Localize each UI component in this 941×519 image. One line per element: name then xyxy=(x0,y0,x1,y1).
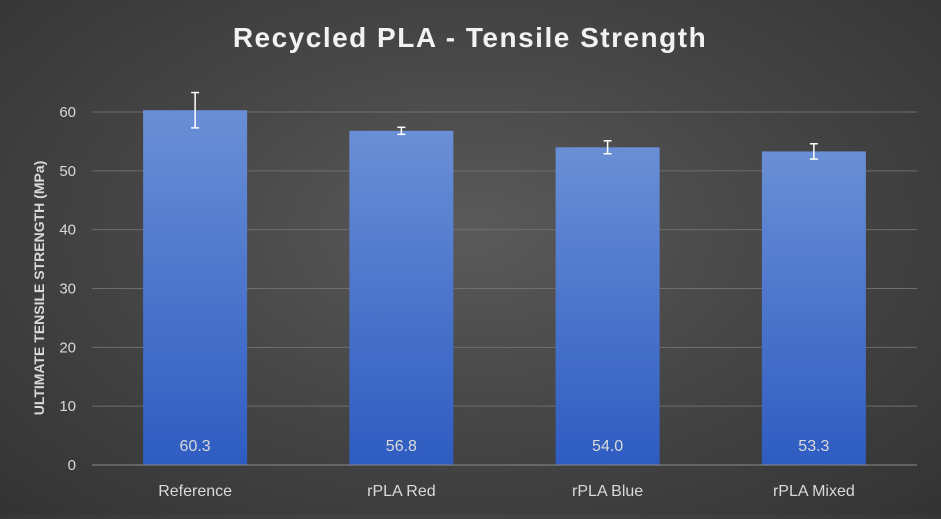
x-tick-label-2: rPLA Blue xyxy=(572,483,643,500)
x-axis-ticks: Reference rPLA Red rPLA Blue rPLA Mixed xyxy=(158,483,855,500)
y-tick-label-50: 50 xyxy=(59,163,76,180)
bar-3 xyxy=(761,151,866,465)
bar-2 xyxy=(555,147,660,466)
y-tick-label-60: 60 xyxy=(59,104,76,121)
bars xyxy=(143,110,866,466)
data-label-1: 56.8 xyxy=(386,438,417,455)
x-tick-label-3: rPLA Mixed xyxy=(773,483,855,500)
data-label-0: 60.3 xyxy=(180,438,211,455)
y-tick-label-10: 10 xyxy=(59,398,76,415)
bar-1 xyxy=(349,130,454,465)
data-label-3: 53.3 xyxy=(798,438,829,455)
chart-title: Recycled PLA - Tensile Strength xyxy=(233,22,707,53)
y-tick-label-20: 20 xyxy=(59,339,76,356)
error-bars xyxy=(191,91,818,160)
y-tick-label-0: 0 xyxy=(68,457,76,474)
data-label-2: 54.0 xyxy=(592,438,623,455)
data-labels: 60.3 56.8 54.0 53.3 xyxy=(180,438,830,455)
y-tick-label-40: 40 xyxy=(59,222,76,239)
x-tick-label-1: rPLA Red xyxy=(367,483,435,500)
x-tick-label-0: Reference xyxy=(158,483,232,500)
y-tick-label-30: 30 xyxy=(59,281,76,298)
y-axis-ticks: 0 10 20 30 40 50 60 xyxy=(59,104,76,474)
bar-0 xyxy=(143,110,248,466)
y-axis-label: ULTIMATE TENSILE STRENGTH (MPa) xyxy=(31,161,47,416)
